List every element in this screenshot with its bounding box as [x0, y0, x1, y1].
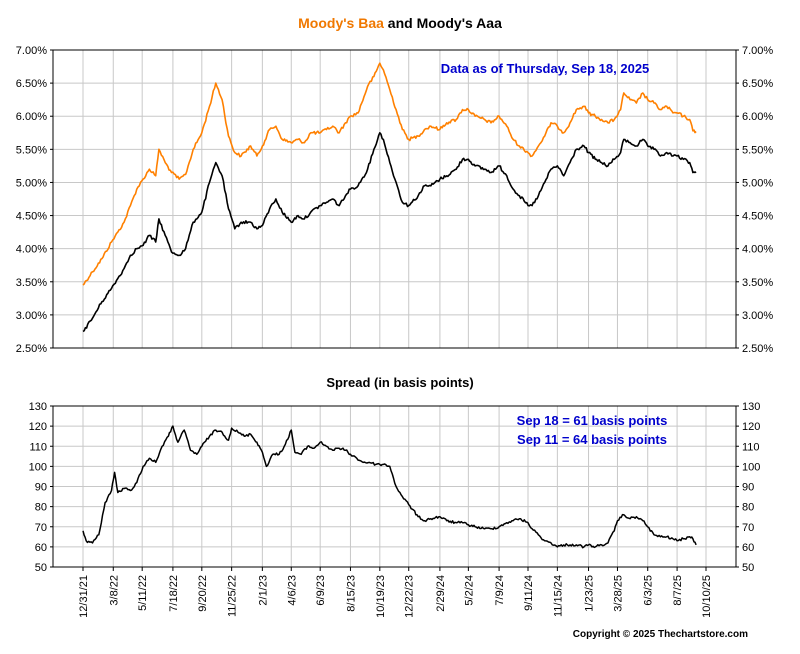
spread-xtick-label: 3/8/22	[108, 575, 120, 606]
top-plot-frame	[52, 49, 737, 349]
top-chart-title: Moody's Baa and Moody's Aaa	[298, 15, 502, 31]
spread-xtick-label: 7/18/22	[168, 575, 180, 612]
top-ytick-right: 2.50%	[742, 343, 773, 355]
title-baa: Moody's Baa	[298, 15, 384, 31]
top-ytick-right: 7.00%	[742, 45, 773, 57]
top-ytick-right: 3.00%	[742, 310, 773, 322]
spread-xtick-label: 5/11/22	[137, 575, 149, 611]
spread-ytick-left: 80	[35, 502, 47, 514]
spread-ytick-left: 110	[29, 441, 47, 453]
spread-annotation-2: Sep 11 = 64 basis points	[517, 432, 667, 447]
spread-xtick-label: 6/3/25	[643, 575, 655, 606]
spread-xtick-label: 3/28/25	[612, 575, 624, 612]
spread-xtick-label: 6/9/23	[315, 575, 327, 606]
spread-xtick-label: 9/11/24	[523, 575, 535, 611]
spread-xtick-label: 2/1/23	[257, 575, 269, 606]
top-ytick-left: 6.50%	[16, 78, 47, 90]
spread-xtick-label: 1/23/25	[584, 575, 596, 612]
top-ytick-left: 5.00%	[16, 177, 47, 189]
spread-ytick-left: 60	[35, 542, 47, 554]
top-ytick-right: 6.00%	[742, 111, 773, 123]
spread-ytick-left: 100	[29, 461, 47, 473]
top-ytick-left: 3.00%	[16, 310, 47, 322]
spread-ytick-right: 80	[742, 502, 754, 514]
spread-x-axis: 12/31/21 3/8/22 5/11/22 7/18/22 9/20/22 11/25…	[78, 567, 713, 618]
top-ytick-right: 4.00%	[742, 244, 773, 256]
spread-xtick-label: 9/20/22	[197, 575, 209, 612]
spread-ytick-left: 130	[29, 401, 47, 413]
spread-ytick-left: 50	[35, 562, 47, 574]
spread-xtick-label: 4/6/23	[286, 575, 298, 606]
spread-y-axis-right: 130 120 110 100 90 80 70 60 50	[736, 401, 760, 574]
spread-xtick-label: 10/10/25	[701, 575, 713, 618]
top-plot-grid	[53, 50, 736, 348]
spread-series	[82, 425, 697, 549]
top-ytick-left: 6.00%	[16, 111, 47, 123]
spread-xtick-label: 7/9/24	[494, 575, 506, 606]
spread-ytick-left: 120	[29, 421, 47, 433]
spread-ytick-right: 130	[742, 401, 760, 413]
spread-ytick-right: 120	[742, 421, 760, 433]
top-ytick-left: 3.50%	[16, 277, 47, 289]
top-ytick-left: 4.50%	[16, 211, 47, 223]
spread-ytick-right: 60	[742, 542, 754, 554]
spread-chart-title: Spread (in basis points)	[326, 375, 473, 390]
spread-xtick-label: 5/2/24	[463, 575, 475, 606]
spread-xtick-label: 12/22/23	[404, 575, 416, 618]
top-ytick-left: 7.00%	[16, 45, 47, 57]
spread-xtick-label: 10/19/23	[375, 575, 387, 618]
series-line-aaa	[82, 132, 697, 333]
spread-ytick-left: 70	[35, 522, 47, 534]
spread-xtick-label: 8/7/25	[672, 575, 684, 606]
spread-ytick-right: 70	[742, 522, 754, 534]
spread-y-axis-left: 130 120 110 100 90 80 70 60 50	[29, 401, 53, 574]
spread-xtick-label: 8/15/23	[345, 575, 357, 612]
top-ytick-right: 6.50%	[742, 78, 773, 90]
title-aaa: Moody's Aaa	[417, 15, 502, 31]
spread-ytick-left: 90	[35, 482, 47, 494]
spread-xtick-label: 11/15/24	[552, 575, 564, 617]
spread-xtick-label: 12/31/21	[78, 575, 90, 618]
spread-annotation-1: Sep 18 = 61 basis points	[517, 413, 668, 428]
top-ytick-left: 4.00%	[16, 244, 47, 256]
spread-xtick-label: 11/25/22	[227, 575, 239, 617]
top-y-axis-left: 7.00% 6.50% 6.00% 5.50% 5.00% 4.50% 4.00% 3.50%…	[16, 45, 53, 355]
title-and: and	[384, 15, 417, 31]
series-line-spread	[82, 425, 697, 549]
spread-ytick-right: 90	[742, 482, 754, 494]
top-series	[82, 62, 697, 333]
spread-ytick-right: 110	[742, 441, 760, 453]
top-ytick-left: 2.50%	[16, 343, 47, 355]
top-annotation: Data as of Thursday, Sep 18, 2025	[441, 61, 650, 76]
top-ytick-right: 5.00%	[742, 177, 773, 189]
spread-ytick-right: 100	[742, 461, 760, 473]
top-y-axis-right: 7.00% 6.50% 6.00% 5.50% 5.00% 4.50% 4.00% 3.50%…	[736, 45, 773, 355]
top-ytick-right: 4.50%	[742, 211, 773, 223]
top-ytick-right: 5.50%	[742, 144, 773, 156]
spread-plot-grid	[53, 406, 736, 567]
series-line-baa	[82, 62, 697, 286]
top-ytick-left: 5.50%	[16, 144, 47, 156]
spread-xtick-label: 2/29/24	[435, 575, 447, 612]
top-ytick-right: 3.50%	[742, 277, 773, 289]
copyright-text: Copyright © 2025 Thechartstore.com	[573, 629, 748, 640]
spread-ytick-right: 50	[742, 562, 754, 574]
